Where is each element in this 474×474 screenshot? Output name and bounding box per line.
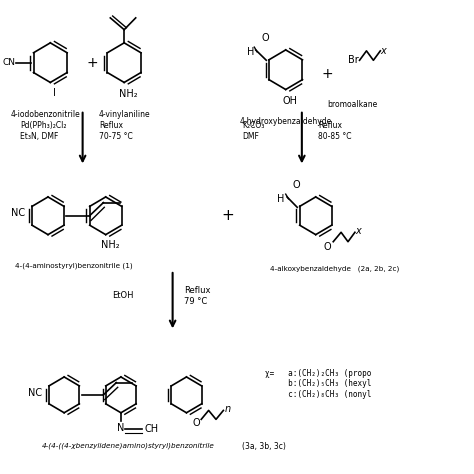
Text: CH: CH xyxy=(144,424,158,434)
Text: NC: NC xyxy=(28,389,42,399)
Text: Br: Br xyxy=(348,55,359,65)
Text: 4-alkoxybenzaldehyde   (2a, 2b, 2c): 4-alkoxybenzaldehyde (2a, 2b, 2c) xyxy=(270,265,399,272)
Text: x: x xyxy=(356,227,361,237)
Text: Reflux
80-85 °C: Reflux 80-85 °C xyxy=(318,121,352,141)
Text: χ=   a:(CH₂)₂CH₃ (propo
     b:(CH₂)₅CH₃ (hexyl
     c:(CH₂)₈CH₃ (nonyl: χ= a:(CH₂)₂CH₃ (propo b:(CH₂)₅CH₃ (hexyl… xyxy=(265,369,371,399)
Text: NC: NC xyxy=(11,209,25,219)
Text: K₂CO₃
DMF: K₂CO₃ DMF xyxy=(242,121,264,141)
Text: 4-hydroxybenzaldehyde: 4-hydroxybenzaldehyde xyxy=(239,117,332,126)
Text: O: O xyxy=(324,242,332,252)
Text: NH₂: NH₂ xyxy=(119,89,138,99)
Text: N: N xyxy=(117,423,125,433)
Text: +: + xyxy=(86,55,98,70)
Text: Reflux
70-75 °C: Reflux 70-75 °C xyxy=(99,121,133,141)
Text: +: + xyxy=(222,208,234,223)
Text: +: + xyxy=(321,67,333,82)
Text: CN: CN xyxy=(2,58,15,67)
Text: (3a, 3b, 3c): (3a, 3b, 3c) xyxy=(242,442,286,451)
Text: Pd(PPh₃)₂Cl₂
Et₃N, DMF: Pd(PPh₃)₂Cl₂ Et₃N, DMF xyxy=(20,121,67,141)
Text: O: O xyxy=(261,33,269,43)
Text: EtOH: EtOH xyxy=(113,292,134,301)
Text: O: O xyxy=(292,180,300,190)
Text: bromoalkane: bromoalkane xyxy=(328,100,378,109)
Text: 4-(4-((4-χbenzylidene)amino)styryl)benzonitrile: 4-(4-((4-χbenzylidene)amino)styryl)benzo… xyxy=(42,442,215,448)
Text: 4-vinylaniline: 4-vinylaniline xyxy=(98,110,150,119)
Text: I: I xyxy=(53,88,55,98)
Text: x: x xyxy=(380,46,386,56)
Text: 4-iodobenzonitrile: 4-iodobenzonitrile xyxy=(11,110,81,119)
Text: Reflux
79 °C: Reflux 79 °C xyxy=(184,286,210,306)
Text: H: H xyxy=(247,47,255,57)
Text: H: H xyxy=(277,194,284,204)
Text: OH: OH xyxy=(283,96,298,106)
Text: NH₂: NH₂ xyxy=(101,240,119,250)
Text: 4-(4-aminostyryl)benzonitrile (1): 4-(4-aminostyryl)benzonitrile (1) xyxy=(15,263,132,269)
Text: O: O xyxy=(192,419,200,428)
Text: n: n xyxy=(224,404,230,414)
